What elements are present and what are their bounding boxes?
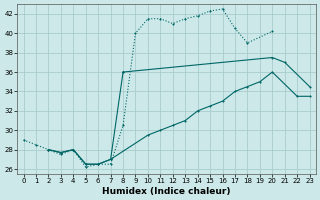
X-axis label: Humidex (Indice chaleur): Humidex (Indice chaleur) — [102, 187, 231, 196]
